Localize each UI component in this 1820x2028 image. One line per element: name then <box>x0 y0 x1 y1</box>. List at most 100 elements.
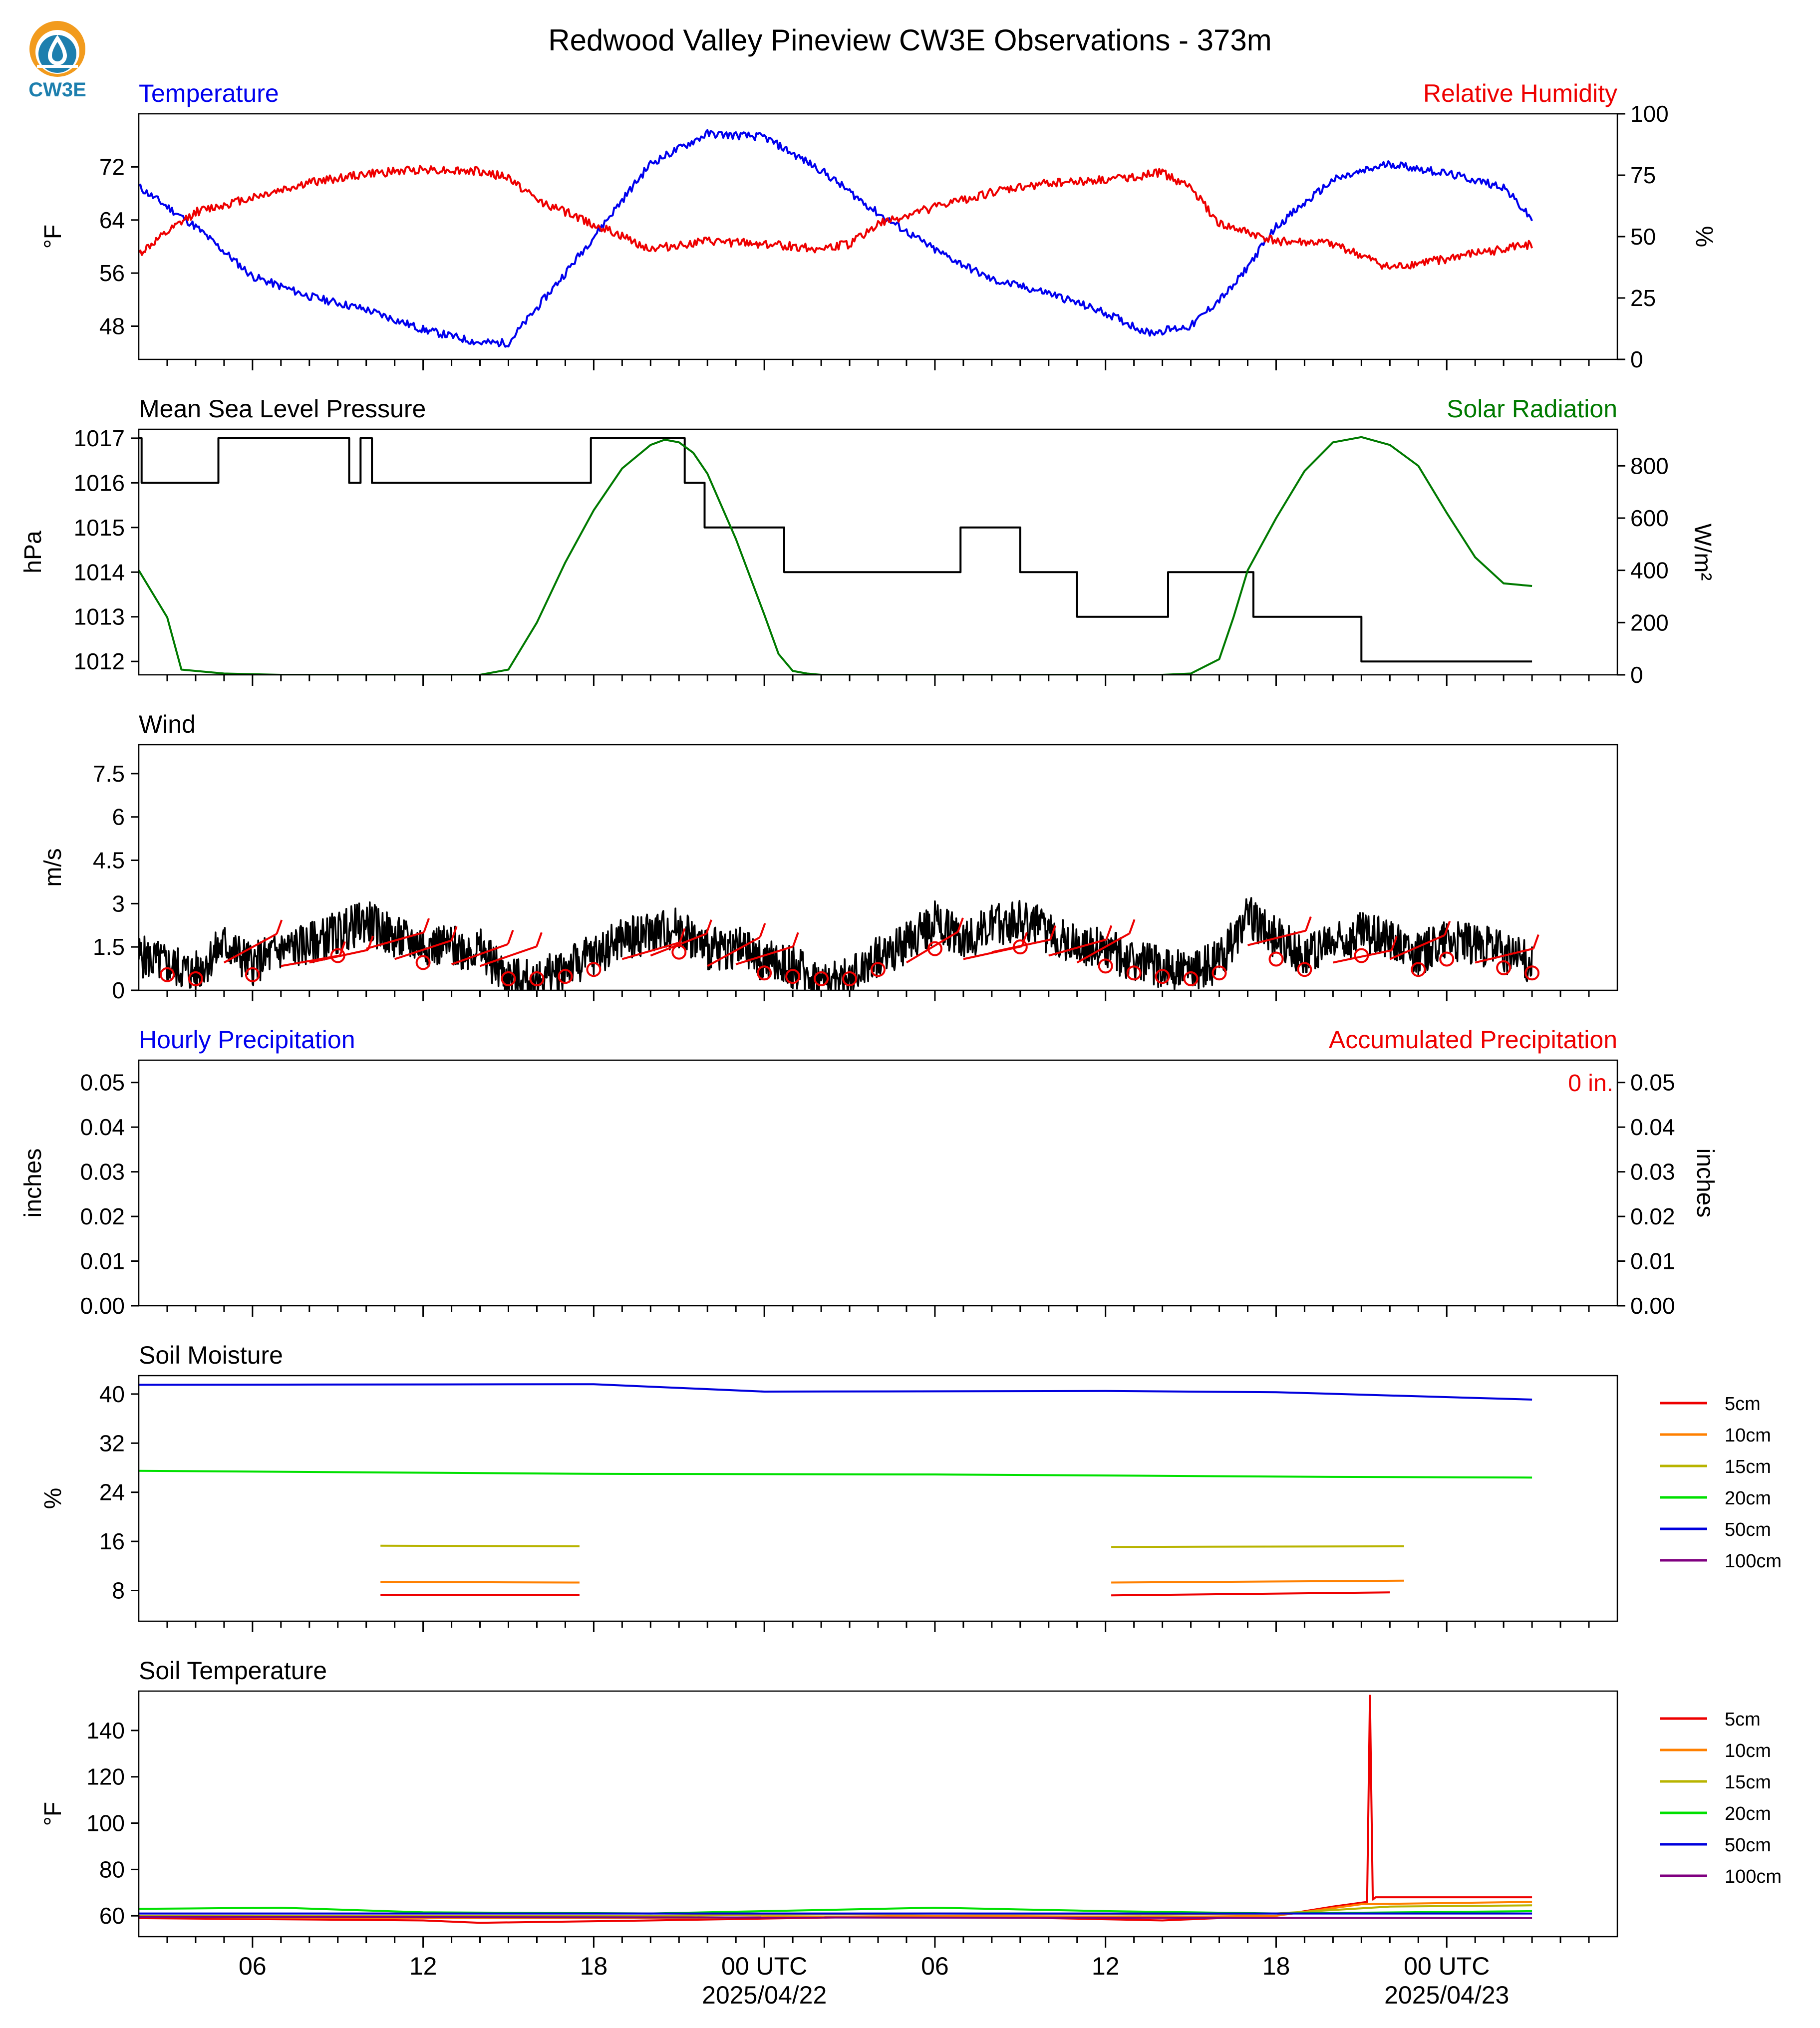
panel-left-title: Hourly Precipitation <box>139 1026 355 1054</box>
panel-4: Hourly Precipitation Accumulated Precipit… <box>20 1026 1718 1319</box>
wind-calm-circle <box>1411 962 1426 977</box>
wind-calm-circle <box>245 967 260 982</box>
x-tick-label: 06 <box>921 1952 949 1980</box>
y2-tick-label: 75 <box>1630 162 1656 188</box>
series-10cm <box>1111 1579 1404 1584</box>
legend-label: 50cm <box>1725 1835 1771 1856</box>
wind-barb <box>1048 925 1113 957</box>
y-tick-label: 0.01 <box>80 1248 125 1274</box>
panel-left-title: Soil Temperature <box>139 1657 327 1685</box>
wind-calm-circle <box>1354 948 1369 963</box>
wind-calm-circle <box>1524 965 1540 981</box>
wind-barb <box>621 928 686 960</box>
wind-calm-circle <box>1098 958 1113 974</box>
y-tick-label: 0.04 <box>80 1114 125 1140</box>
wind-calm-circle <box>1126 965 1142 981</box>
panel-right-title: Relative Humidity <box>1423 79 1617 107</box>
y2-tick-label: 0.05 <box>1630 1070 1675 1096</box>
wind-calm-circle <box>415 955 431 970</box>
legend: 5cm 10cm 15cm 20cm 50cm 100cm <box>1660 1394 1782 1572</box>
y2-axis-label: inches <box>1692 1149 1718 1218</box>
y-tick-label: 1012 <box>74 648 125 674</box>
wind-calm-circle <box>1012 939 1028 955</box>
y-axis-label: m/s <box>40 848 66 886</box>
plot-area <box>139 1376 1532 1597</box>
wind-barb <box>1332 936 1398 964</box>
legend-label: 100cm <box>1725 1551 1782 1572</box>
y-tick-label: 1013 <box>74 604 125 630</box>
y-tick-label: 60 <box>99 1903 125 1929</box>
y-tick-label: 1014 <box>74 559 125 585</box>
plot-area <box>139 1695 1532 1924</box>
panel-left-title: Wind <box>139 710 196 738</box>
y-tick-label: 140 <box>86 1718 125 1743</box>
legend-label: 20cm <box>1725 1803 1771 1824</box>
wind-calm-circle <box>501 971 516 986</box>
plot-area <box>139 897 1540 990</box>
series-5cm <box>1111 1591 1390 1597</box>
y-tick-label: 0.00 <box>80 1293 125 1319</box>
wind-calm-circle <box>330 948 345 963</box>
y2-tick-label: 0 <box>1630 346 1643 372</box>
y-tick-label: 120 <box>86 1764 125 1790</box>
y-tick-label: 4.5 <box>93 848 125 873</box>
legend-label: 20cm <box>1725 1488 1771 1509</box>
y-tick-label: 7.5 <box>93 761 125 787</box>
wind-calm-circle <box>1212 965 1227 981</box>
x-tick-label: 18 <box>580 1952 608 1980</box>
x-date-label: 2025/04/23 <box>1384 1981 1509 2009</box>
series-solar-radiation <box>139 436 1532 675</box>
y-tick-label: 8 <box>112 1578 125 1604</box>
y-tick-label: 72 <box>99 154 125 180</box>
series-50cm <box>139 1383 1532 1401</box>
wind-barb <box>906 917 964 964</box>
cw3e-water-drop-logo-icon <box>29 21 85 77</box>
y-tick-label: 48 <box>99 313 125 339</box>
x-tick-label: 18 <box>1262 1952 1290 1980</box>
wind-barb <box>1389 920 1451 960</box>
wind-calm-circle <box>558 969 573 984</box>
x-tick-label: 06 <box>239 1952 267 1980</box>
y2-tick-label: 50 <box>1630 224 1656 250</box>
y-tick-label: 0.05 <box>80 1070 125 1096</box>
legend-label: 5cm <box>1725 1709 1761 1730</box>
y-tick-label: 0.03 <box>80 1159 125 1185</box>
accumulated-precip-value: 0 in. <box>1568 1070 1613 1097</box>
cw3e-logo: CW3E <box>28 21 86 101</box>
x-tick-label: 00 UTC <box>1404 1952 1490 1980</box>
y-tick-label: 3 <box>112 890 125 916</box>
panel-2: Mean Sea Level Pressure Solar Radiation 10… <box>20 395 1716 688</box>
wind-calm-circle <box>785 969 801 984</box>
y2-tick-label: 400 <box>1630 558 1669 583</box>
wind-calm-circle <box>1496 960 1512 975</box>
x-date-label: 2025/04/22 <box>702 1981 827 2009</box>
legend-label: 5cm <box>1725 1394 1761 1415</box>
wind-barb <box>223 919 283 964</box>
legend-label: 15cm <box>1725 1456 1771 1477</box>
y-tick-label: 64 <box>99 207 125 233</box>
wind-barb <box>991 925 1057 953</box>
y-axis-label: % <box>40 1488 66 1509</box>
wind-calm-circle <box>188 971 203 986</box>
series-mean-sea-level-pressure <box>139 437 1532 663</box>
y-tick-label: 24 <box>99 1479 125 1505</box>
plot-area <box>139 129 1533 348</box>
wind-barb <box>366 918 430 950</box>
series-wind <box>139 897 1533 990</box>
wind-barb <box>1247 916 1312 946</box>
y2-tick-label: 200 <box>1630 609 1669 635</box>
y-tick-label: 0.02 <box>80 1203 125 1229</box>
panel-left-title: Soil Moisture <box>139 1341 283 1369</box>
y2-tick-label: 100 <box>1630 101 1669 127</box>
y-tick-label: 1016 <box>74 470 125 496</box>
y-tick-label: 1015 <box>74 515 125 541</box>
wind-calm-circle <box>1297 962 1312 977</box>
legend: 5cm 10cm 15cm 20cm 50cm 100cm <box>1660 1709 1782 1887</box>
plot-area <box>139 436 1532 675</box>
y-axis-label: hPa <box>20 531 46 574</box>
series-temperature <box>139 129 1533 348</box>
panels: Temperature Relative Humidity 48 56 64 72 °F 0 2… <box>20 79 1782 1948</box>
y-tick-label: 6 <box>112 804 125 830</box>
panel-left-title: Temperature <box>139 79 279 107</box>
